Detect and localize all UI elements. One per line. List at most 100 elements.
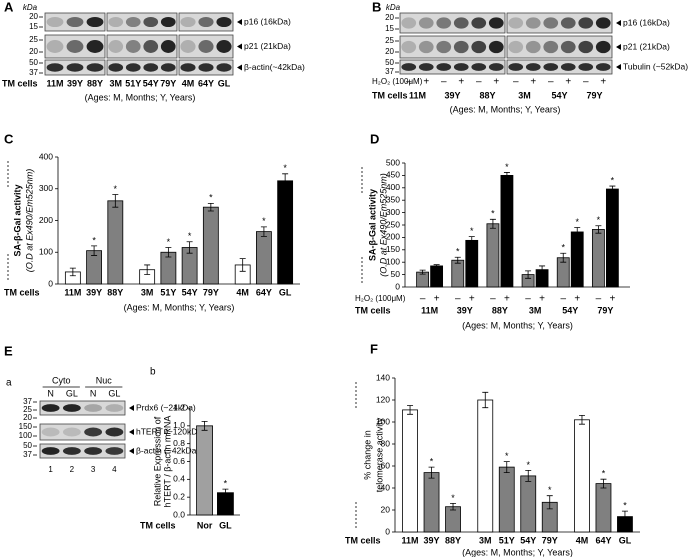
- treatment-sign: +: [469, 294, 475, 305]
- x-tick-label: 39Y: [86, 287, 102, 297]
- treatment-sign: +: [600, 77, 606, 88]
- blot-band: [488, 40, 504, 54]
- blot-band: [436, 63, 452, 71]
- error-bar: [578, 415, 585, 425]
- mw-marker: 20: [385, 13, 394, 22]
- sub-panel-letter: a: [6, 378, 12, 389]
- blot-band: [216, 16, 232, 28]
- blot-band: [453, 40, 469, 54]
- significance-mark: *: [526, 460, 530, 470]
- blot-band: [143, 40, 159, 53]
- x-tick-label: 39Y: [457, 305, 473, 315]
- y-tick-label: 500: [386, 157, 400, 167]
- y-axis-label: % change in: [362, 430, 372, 480]
- blot-band: [180, 16, 196, 28]
- bar: [445, 506, 461, 533]
- bar: [196, 425, 213, 516]
- y-tick-label: 100: [39, 247, 53, 257]
- significance-mark: *: [262, 216, 266, 226]
- treatment-sign: –: [455, 294, 461, 305]
- bar: [402, 409, 418, 533]
- blot-strip: [106, 34, 178, 59]
- error-bar: [609, 185, 616, 193]
- panel-letter: C: [4, 131, 14, 146]
- kda-label: kDa: [386, 3, 401, 12]
- bar: [277, 180, 294, 285]
- x-tick-label: 79Y: [542, 535, 558, 545]
- error-bar: [454, 256, 461, 264]
- error-bar: [186, 241, 193, 254]
- error-bar: [600, 478, 607, 489]
- blot-band: [180, 63, 196, 72]
- treatment-sign: +: [434, 294, 440, 305]
- lane-label: N: [47, 388, 54, 398]
- x-tick-label: 51Y: [499, 535, 515, 545]
- blot-band: [180, 40, 196, 53]
- blot-band: [125, 16, 141, 28]
- blot-band: [198, 63, 214, 72]
- treatment-sign: –: [525, 294, 531, 305]
- x-tick-label: 64Y: [256, 287, 272, 297]
- y-tick-label: 20: [381, 504, 391, 514]
- blot-band: [560, 40, 576, 54]
- mw-marker: 25: [23, 405, 32, 414]
- error-bar: [525, 470, 532, 482]
- significance-mark: *: [456, 247, 460, 257]
- x-tick-label: 54Y: [520, 535, 536, 545]
- error-bar: [419, 269, 426, 275]
- blot-band: [216, 63, 232, 72]
- significance-mark: *: [491, 209, 495, 219]
- x-tick-label: 11M: [64, 287, 81, 297]
- bar: [574, 419, 590, 533]
- treatment-sign: –: [490, 294, 496, 305]
- blot-band: [525, 17, 541, 29]
- blot-band: [84, 427, 103, 437]
- band-label: p16 (16kDa): [244, 16, 291, 26]
- lane-label: GL: [108, 388, 120, 398]
- x-tick-label: 3M: [141, 287, 154, 297]
- y-tick-label: 300: [386, 207, 400, 217]
- treatment-sign: +: [493, 77, 499, 88]
- mw-marker: 50: [23, 441, 32, 450]
- error-bar: [222, 488, 229, 497]
- blot-band: [160, 40, 176, 53]
- band-label: p21 (21kDa): [623, 41, 670, 51]
- bar: [591, 229, 605, 288]
- bar: [465, 239, 479, 288]
- y-tick-label: 40: [381, 482, 391, 492]
- row-label: TM cells: [372, 90, 408, 100]
- blot-band: [418, 17, 434, 29]
- error-bar: [207, 202, 214, 212]
- x-tick-label: 88Y: [445, 535, 461, 545]
- mw-marker: 150: [19, 422, 33, 431]
- x-tick-label: 54Y: [182, 287, 198, 297]
- blot-band: [543, 40, 559, 54]
- bar: [500, 174, 514, 288]
- treatment-sign: +: [458, 77, 464, 88]
- bar: [595, 483, 612, 533]
- band-label: Tubulin (~52kDa): [623, 61, 688, 71]
- significance-mark: *: [430, 456, 434, 466]
- blot-band: [105, 404, 124, 412]
- mw-marker: 37: [23, 450, 32, 459]
- lane-label: 3M: [109, 78, 122, 88]
- blot-band: [471, 17, 487, 29]
- y-tick-label: 120: [376, 394, 390, 404]
- x-tick-label: 3M: [479, 535, 492, 545]
- x-tick-label: 79Y: [203, 287, 219, 297]
- y-tick-label: 0: [395, 281, 400, 291]
- blot-band: [595, 63, 611, 71]
- blot-band: [401, 40, 417, 54]
- blot-band: [62, 427, 81, 437]
- lane-number: 4: [112, 465, 117, 474]
- significance-mark: *: [602, 469, 606, 479]
- blot-band: [125, 63, 141, 72]
- significance-mark: *: [470, 226, 474, 236]
- blot-band: [108, 16, 124, 28]
- band-arrow: [616, 44, 621, 50]
- group-label: 11M: [409, 90, 426, 100]
- error-bar: [260, 226, 267, 237]
- error-bar: [560, 252, 567, 263]
- x-tick-label: 4M: [576, 535, 589, 545]
- bar: [423, 472, 440, 533]
